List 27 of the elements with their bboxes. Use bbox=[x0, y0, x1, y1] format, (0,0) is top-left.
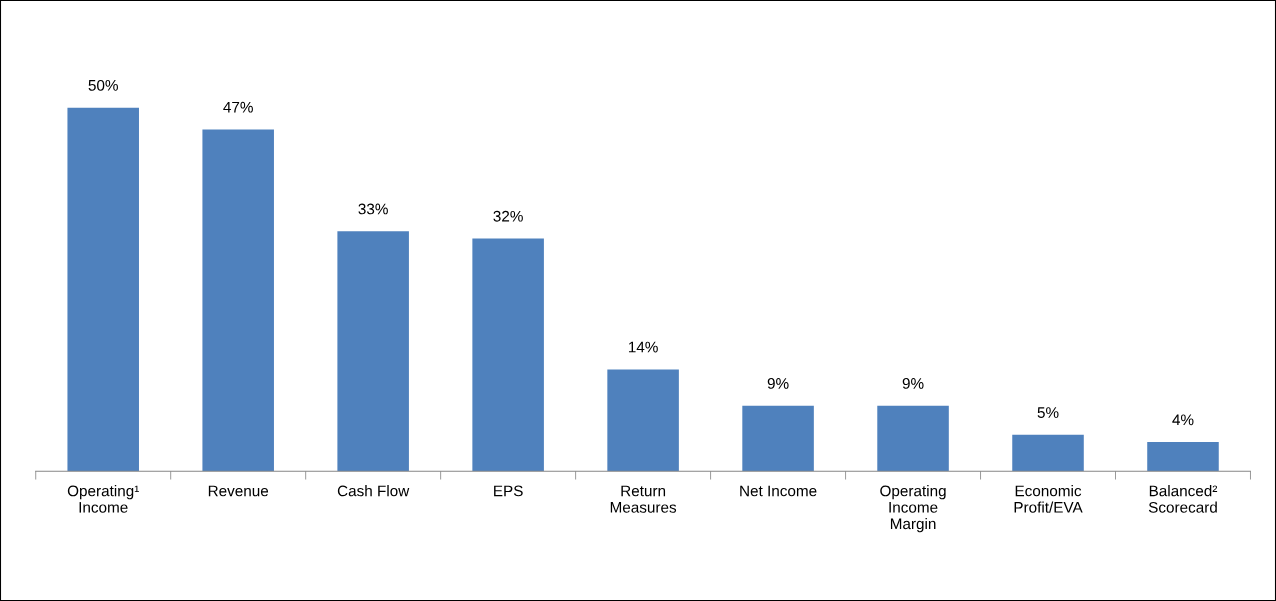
x-tick-label: Economic Profit/EVA bbox=[1014, 485, 1083, 513]
x-tick-label: Balanced² Scorecard bbox=[1148, 485, 1218, 513]
data-label: 32% bbox=[493, 210, 523, 222]
data-label: 9% bbox=[767, 378, 789, 389]
bar bbox=[877, 405, 949, 472]
x-tick-label: Operating¹ Income bbox=[67, 485, 139, 513]
data-label: 5% bbox=[1037, 407, 1059, 418]
bar bbox=[202, 129, 274, 472]
data-label: 33% bbox=[358, 203, 388, 215]
data-label: 4% bbox=[1172, 414, 1194, 426]
bar bbox=[337, 231, 409, 472]
bar bbox=[67, 107, 139, 472]
data-label: 50% bbox=[88, 79, 118, 91]
x-tick-label: Return Measures bbox=[610, 485, 677, 513]
bar bbox=[742, 405, 814, 472]
x-tick-label: EPS bbox=[494, 485, 523, 497]
bar bbox=[607, 369, 679, 472]
data-label: 47% bbox=[223, 101, 253, 113]
x-tick-label: Operating Income Margin bbox=[880, 485, 946, 533]
data-label: 14% bbox=[628, 341, 658, 353]
bar bbox=[472, 238, 544, 472]
bar bbox=[1147, 442, 1219, 472]
x-tick-label: Cash Flow bbox=[337, 485, 410, 497]
data-label: 9% bbox=[902, 378, 924, 389]
bar bbox=[1012, 434, 1084, 472]
x-tick-label: Net Income bbox=[740, 485, 817, 497]
x-tick-label: Revenue bbox=[208, 485, 269, 497]
